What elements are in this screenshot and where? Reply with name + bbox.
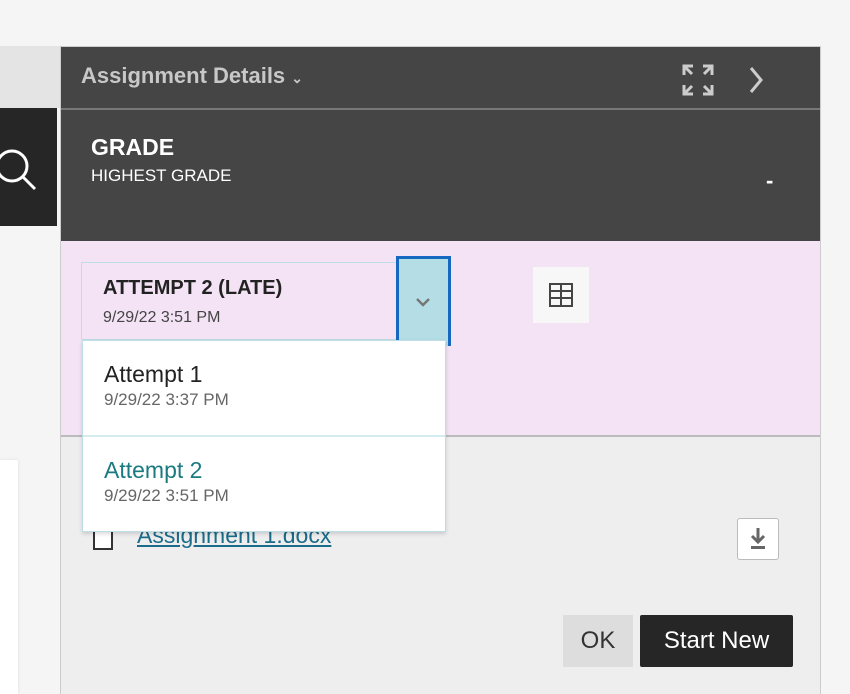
option-label: Attempt 2 (104, 457, 203, 483)
option-date: 9/29/22 3:51 PM (104, 486, 229, 505)
file-checkbox[interactable] (93, 530, 113, 550)
background-header (0, 46, 60, 108)
assignment-details-panel: Assignment Details ⌄ GRADE HIGHEST GRADE… (60, 46, 821, 694)
grid-icon (549, 283, 573, 307)
grade-section: GRADE HIGHEST GRADE - (61, 110, 820, 241)
grade-heading: GRADE (91, 134, 175, 160)
expand-icon[interactable] (681, 63, 715, 97)
option-date: 9/29/22 3:37 PM (104, 390, 229, 409)
ok-button[interactable]: OK (563, 615, 633, 667)
attempt-select[interactable]: ATTEMPT 2 (LATE) 9/29/22 3:51 PM (81, 262, 397, 340)
start-new-button[interactable]: Start New (640, 615, 793, 667)
attempt-option-1[interactable]: Attempt 1 9/29/22 3:37 PM (83, 341, 445, 437)
attempt-dropdown-menu: Attempt 1 9/29/22 3:37 PM Attempt 2 9/29… (82, 340, 446, 532)
grade-value: - (766, 168, 774, 193)
panel-title: Assignment Details (81, 63, 286, 88)
selected-attempt-date: 9/29/22 3:51 PM (103, 309, 221, 326)
option-label: Attempt 1 (104, 361, 203, 387)
chevron-down-icon (416, 298, 430, 307)
chevron-down-icon: ⌄ (291, 70, 304, 86)
download-button[interactable] (737, 518, 779, 560)
panel-header: Assignment Details ⌄ (61, 46, 820, 110)
background-card (0, 460, 18, 694)
selected-attempt-label: ATTEMPT 2 (LATE) (103, 277, 283, 299)
attempt-option-2[interactable]: Attempt 2 9/29/22 3:51 PM (83, 437, 445, 533)
grade-subheading: HIGHEST GRADE (91, 166, 232, 185)
attempt-dropdown-toggle[interactable] (396, 256, 451, 346)
chevron-right-icon[interactable] (747, 65, 765, 95)
download-icon (750, 528, 766, 549)
search-button[interactable] (0, 108, 57, 226)
grid-view-button[interactable] (533, 267, 589, 323)
search-icon (0, 149, 37, 191)
panel-title-dropdown[interactable]: Assignment Details ⌄ (81, 63, 303, 89)
